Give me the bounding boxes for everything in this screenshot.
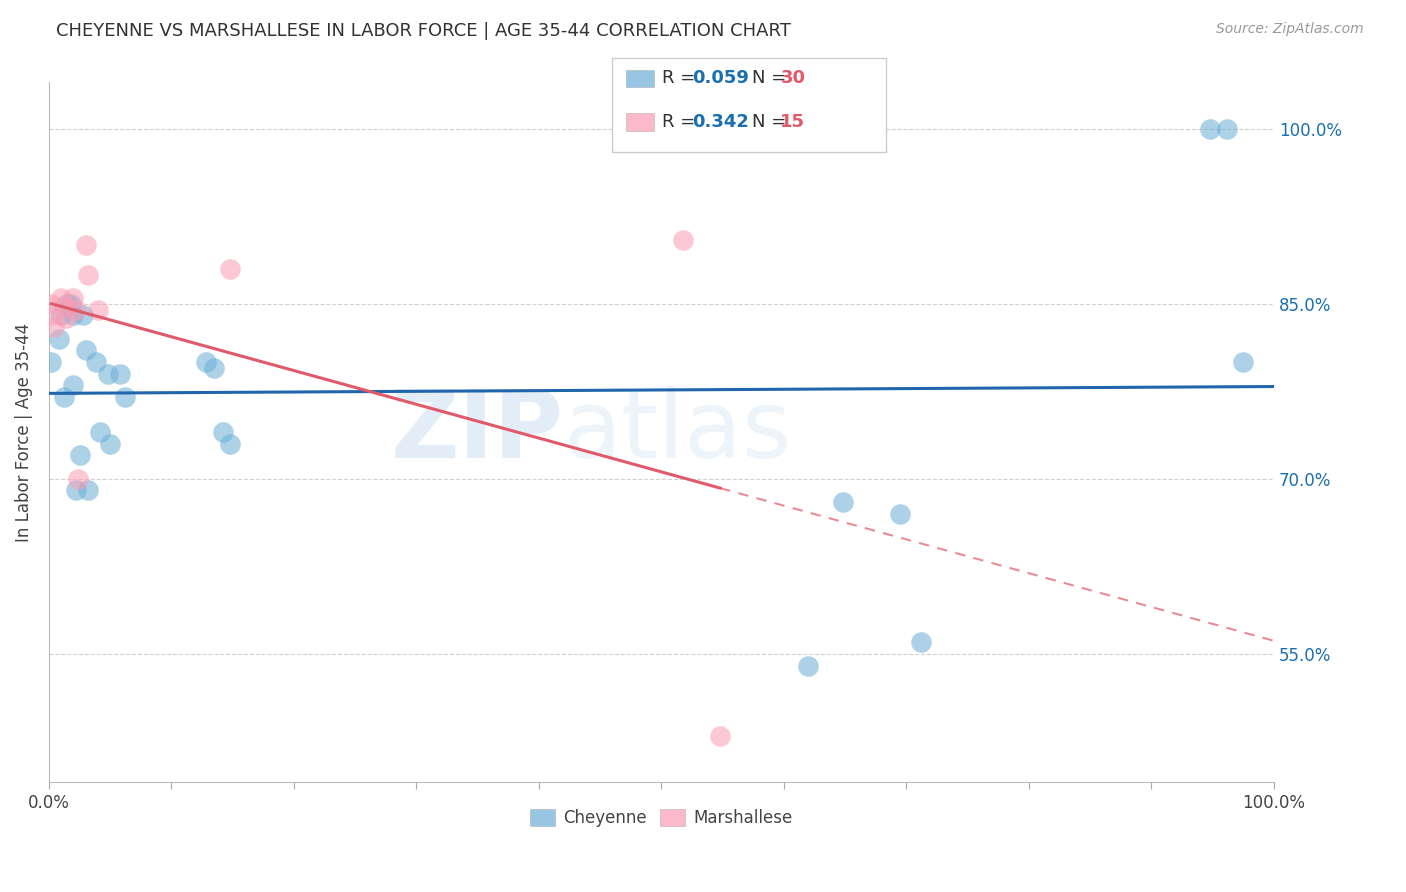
Point (41, 309, 63, 323)
Point (114, 390, 136, 404)
Point (41, 355, 63, 369)
Point (89, 425, 111, 439)
Text: 30: 30 (780, 70, 806, 87)
Point (1199, 121, 1222, 136)
Text: N =: N = (752, 70, 792, 87)
Point (55, 310, 77, 325)
Text: 15: 15 (780, 113, 806, 131)
Point (709, 729, 731, 743)
Point (41, 296, 63, 310)
Text: R =: R = (662, 113, 702, 131)
Point (51, 291, 73, 305)
Point (72, 309, 94, 323)
Point (84, 355, 107, 369)
Text: 0.342: 0.342 (692, 113, 748, 131)
Point (60, 296, 83, 310)
Point (212, 425, 235, 439)
Point (42, 320, 65, 334)
Point (65, 483, 87, 498)
Text: R =: R = (662, 70, 702, 87)
Point (672, 232, 695, 246)
Point (62, 378, 84, 392)
Point (1216, 121, 1239, 136)
Point (75, 343, 97, 358)
Point (62, 309, 84, 323)
Legend: Cheyenne, Marshallese: Cheyenne, Marshallese (523, 802, 800, 833)
Point (62, 291, 84, 305)
Point (51, 309, 73, 323)
Point (831, 495, 853, 509)
Text: ZIP: ZIP (391, 386, 564, 478)
Point (1232, 355, 1254, 369)
Point (52, 390, 75, 404)
Point (219, 261, 242, 276)
Point (98, 437, 121, 451)
Point (56, 296, 79, 310)
Point (797, 658, 820, 673)
Text: CHEYENNE VS MARSHALLESE IN LABOR FORCE | AGE 35-44 CORRELATION CHART: CHEYENNE VS MARSHALLESE IN LABOR FORCE |… (56, 22, 792, 40)
Point (75, 238, 97, 252)
Point (889, 507, 911, 521)
Y-axis label: In Labor Force | Age 35-44: In Labor Force | Age 35-44 (15, 323, 32, 541)
Point (65, 302, 87, 317)
Point (202, 360, 225, 375)
Point (77, 483, 100, 498)
Point (48, 332, 70, 346)
Point (194, 355, 217, 369)
Text: atlas: atlas (564, 386, 792, 478)
Text: Source: ZipAtlas.com: Source: ZipAtlas.com (1216, 22, 1364, 37)
Text: N =: N = (752, 113, 792, 131)
Point (910, 635, 932, 649)
Point (69, 449, 91, 463)
Point (219, 437, 242, 451)
Point (67, 472, 90, 486)
Point (108, 367, 131, 381)
Point (97, 367, 120, 381)
Point (77, 268, 100, 282)
Text: 0.059: 0.059 (692, 70, 748, 87)
Point (52, 299, 75, 313)
Point (87, 302, 110, 317)
